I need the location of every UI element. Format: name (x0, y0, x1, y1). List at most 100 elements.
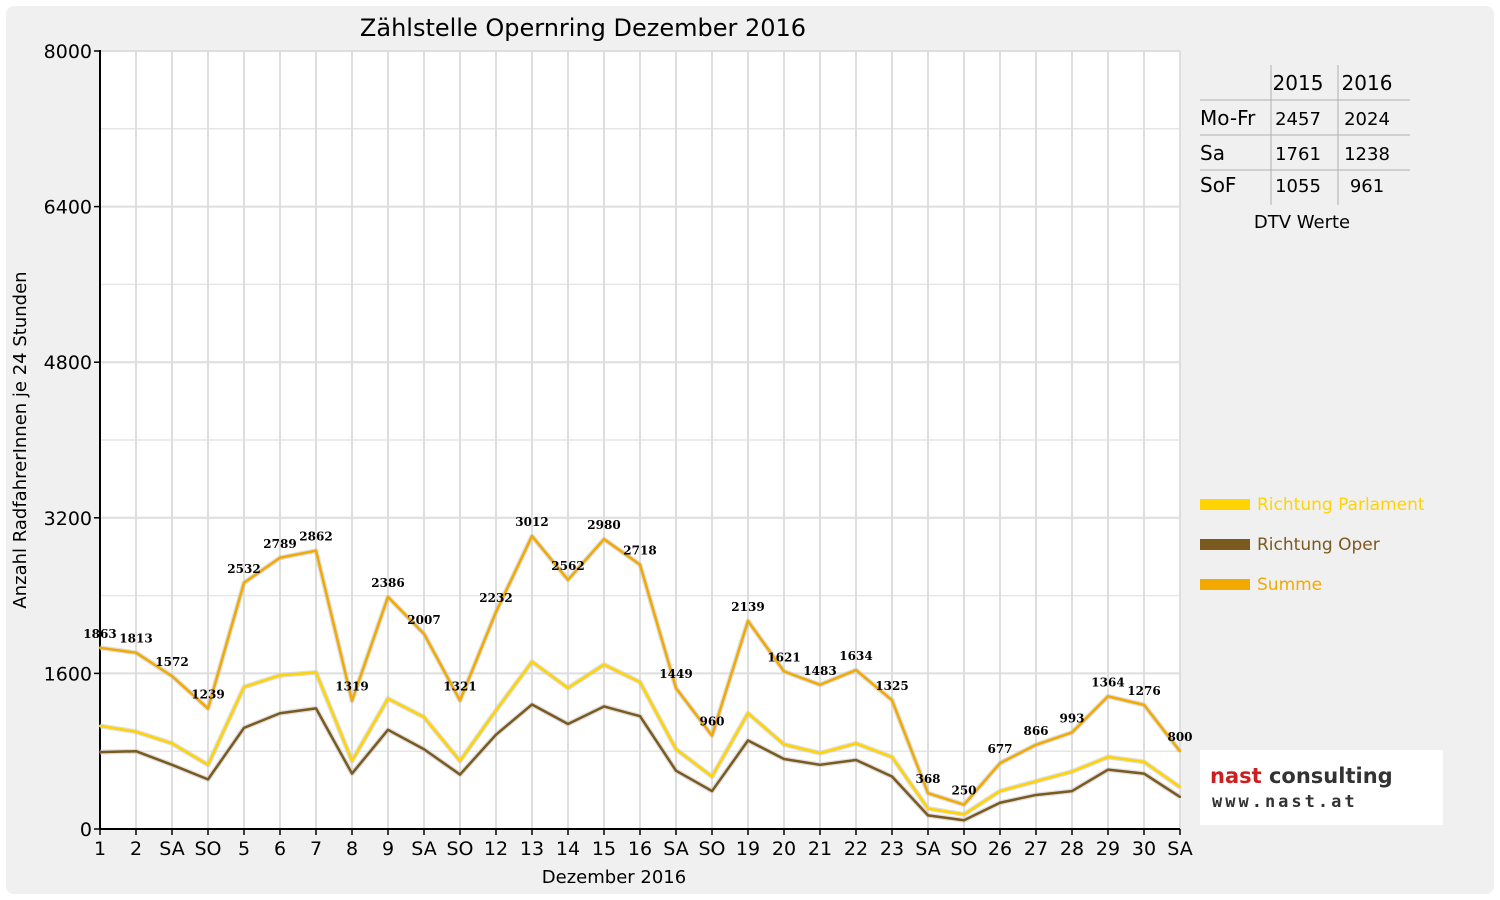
data-point-richtung-oper (98, 750, 102, 754)
legend-label-oper: Richtung Oper (1257, 535, 1380, 555)
x-tick-label: SA (159, 838, 184, 860)
data-label: 2139 (731, 600, 764, 614)
data-point-summe (782, 670, 786, 673)
x-tick-label: 6 (274, 838, 286, 860)
dtv-cell: 1761 (1275, 144, 1321, 165)
dtv-row-label: Sa (1200, 141, 1225, 165)
data-label: 866 (1023, 724, 1048, 738)
data-point-richtung-parlament (782, 743, 786, 746)
x-tick-label: 20 (772, 838, 796, 860)
data-point-richtung-oper (1070, 789, 1074, 793)
data-point-richtung-oper (602, 705, 606, 708)
data-point-richtung-parlament (422, 715, 426, 719)
x-tick-label: 19 (736, 838, 760, 860)
dtv-column-2016: 2016 (1342, 71, 1393, 95)
data-point-summe (458, 699, 462, 702)
data-label: 1449 (659, 667, 692, 681)
data-label: 1483 (803, 664, 836, 678)
data-label: 1239 (191, 688, 224, 702)
x-tick-label: 26 (988, 838, 1012, 860)
data-point-summe (1106, 695, 1110, 698)
data-point-richtung-parlament (458, 759, 462, 763)
x-tick-label: 7 (310, 838, 322, 860)
data-point-richtung-oper (818, 763, 822, 767)
data-point-summe (566, 578, 570, 582)
data-point-richtung-oper (710, 789, 714, 793)
data-point-richtung-oper (746, 739, 750, 742)
data-point-richtung-parlament (566, 686, 570, 690)
y-tick-label: 0 (80, 819, 92, 841)
data-point-richtung-parlament (134, 730, 138, 733)
data-point-summe (962, 803, 966, 806)
data-label: 1319 (335, 680, 368, 694)
data-point-richtung-parlament (710, 775, 714, 778)
data-point-richtung-oper (386, 728, 390, 732)
data-point-summe (638, 563, 642, 566)
data-point-richtung-oper (962, 819, 966, 822)
x-tick-label: 14 (556, 838, 580, 860)
dtv-row-label: SoF (1200, 173, 1236, 197)
data-point-summe (1142, 703, 1146, 707)
data-point-richtung-oper (494, 733, 498, 736)
data-point-summe (1178, 750, 1182, 753)
x-tick-label: 28 (1060, 838, 1084, 860)
chart-title: Zählstelle Opernring Dezember 2016 (360, 14, 806, 42)
logo-name-accent: nast (1210, 764, 1262, 788)
series-lines (98, 533, 1182, 823)
x-tick-label: 12 (484, 838, 508, 860)
data-point-richtung-parlament (1034, 780, 1038, 783)
data-point-summe (674, 686, 678, 690)
data-point-summe (602, 537, 606, 541)
data-point-richtung-parlament (1178, 785, 1182, 789)
x-tick-label: 9 (382, 838, 394, 860)
data-point-richtung-parlament (278, 674, 282, 677)
data-point-summe (422, 632, 426, 636)
data-point-richtung-oper (926, 814, 930, 817)
data-label: 3012 (515, 515, 548, 529)
data-label: 1321 (443, 680, 476, 694)
data-label: 368 (915, 772, 940, 786)
legend-swatch-summe (1200, 579, 1250, 590)
data-point-richtung-parlament (206, 763, 210, 767)
data-label: 2532 (227, 562, 260, 576)
data-point-richtung-oper (566, 722, 570, 726)
x-tick-label: 8 (346, 838, 358, 860)
data-label: 1325 (875, 679, 908, 693)
data-point-richtung-parlament (314, 671, 318, 674)
data-point-summe (1070, 731, 1074, 734)
data-point-richtung-oper (134, 750, 138, 753)
data-point-richtung-parlament (926, 807, 930, 810)
data-point-summe (494, 610, 498, 614)
data-label: 2718 (623, 544, 656, 558)
data-point-summe (170, 674, 174, 678)
y-tick-label: 3200 (44, 508, 92, 530)
data-label: 1572 (155, 655, 188, 669)
x-tick-label: 23 (880, 838, 904, 860)
x-tick-label: 29 (1096, 838, 1120, 860)
data-label: 677 (987, 742, 1012, 756)
data-point-summe (350, 699, 354, 702)
nast-consulting-logo: nast consulting www.nast.at (1200, 750, 1443, 825)
data-point-richtung-parlament (638, 680, 642, 684)
data-point-richtung-oper (1106, 768, 1110, 771)
dtv-cell: 2024 (1344, 109, 1390, 130)
y-tick-label: 1600 (44, 663, 92, 685)
data-point-richtung-parlament (962, 813, 966, 816)
dtv-caption: DTV Werte (1254, 212, 1350, 233)
data-point-richtung-parlament (98, 724, 102, 728)
data-point-richtung-oper (350, 772, 354, 775)
dtv-cell: 1055 (1275, 176, 1321, 197)
legend: Richtung Parlament Richtung Oper Summe (1200, 495, 1425, 595)
data-point-richtung-parlament (350, 759, 354, 763)
data-label: 2789 (263, 537, 296, 551)
data-point-richtung-parlament (494, 709, 498, 712)
data-point-richtung-parlament (1106, 755, 1110, 759)
grid (99, 50, 1181, 830)
data-point-richtung-parlament (854, 742, 858, 745)
data-point-summe (710, 734, 714, 737)
data-point-summe (998, 761, 1002, 765)
data-point-richtung-oper (782, 757, 786, 761)
x-tick-label: 30 (1132, 838, 1156, 860)
data-point-richtung-oper (422, 748, 426, 751)
data-point-summe (854, 668, 858, 672)
